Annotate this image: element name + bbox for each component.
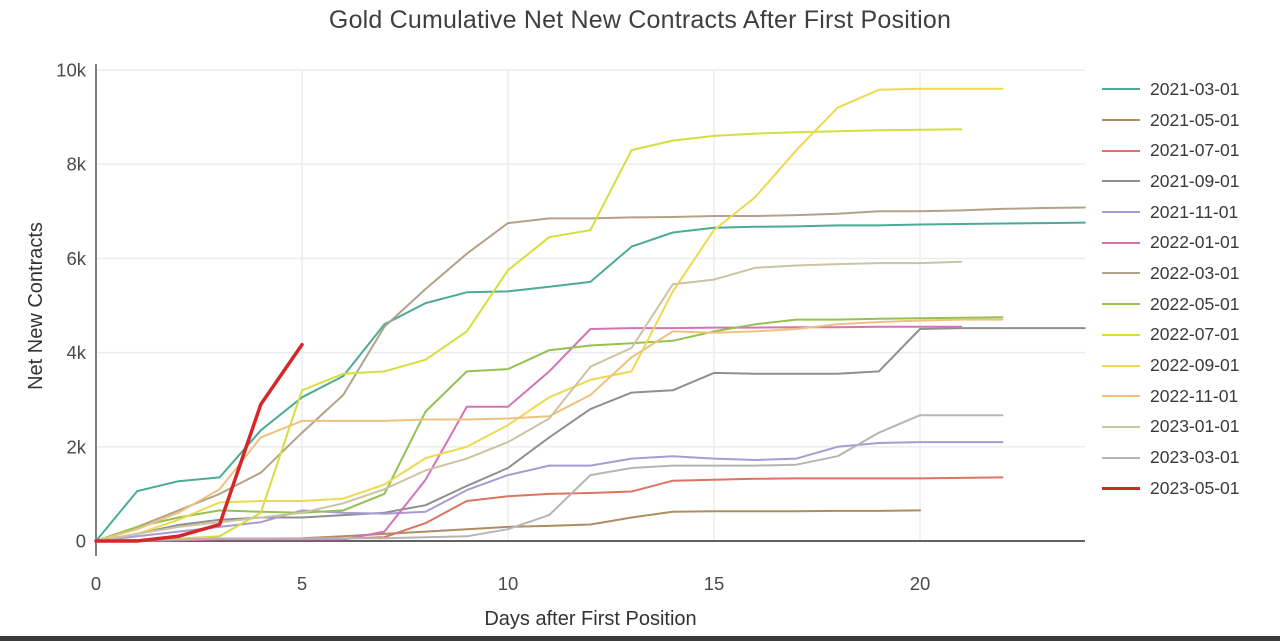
legend: 2021-03-01 2021-05-01 2021-07-01 2021-09-01… [1102,74,1240,504]
legend-label: 2022-07-01 [1150,324,1240,345]
series-line-2022-05-01 [95,316,1004,542]
legend-swatch-line [1102,456,1140,459]
series-line-2022-09-01 [95,87,1004,542]
y-tick-label: 0 [76,531,86,552]
series-line-2021-03-01 [95,221,1086,542]
legend-item-2023-05-01[interactable]: 2023-05-01 [1102,473,1240,504]
x-tick-label: 5 [297,573,307,594]
legend-item-2023-01-01[interactable]: 2023-01-01 [1102,412,1240,443]
legend-swatch-line [1102,364,1140,367]
legend-swatch-line [1102,272,1140,275]
legend-swatch-line [1102,88,1140,91]
legend-item-2021-05-01[interactable]: 2021-05-01 [1102,105,1240,136]
legend-label: 2021-05-01 [1150,109,1240,130]
legend-swatch-line [1102,149,1140,152]
legend-label: 2021-03-01 [1150,78,1240,99]
legend-swatch-line [1102,180,1140,183]
legend-label: 2021-07-01 [1150,140,1240,161]
legend-swatch-line [1102,486,1140,490]
legend-item-2023-03-01[interactable]: 2023-03-01 [1102,442,1240,473]
legend-item-2021-11-01[interactable]: 2021-11-01 [1102,197,1240,228]
y-tick-label: 2k [66,436,86,457]
y-tick-label: 8k [66,154,86,175]
y-tick-label: 10k [56,60,87,81]
legend-swatch-line [1102,395,1140,398]
legend-item-2022-07-01[interactable]: 2022-07-01 [1102,320,1240,351]
legend-swatch-line [1102,333,1140,336]
legend-item-2022-09-01[interactable]: 2022-09-01 [1102,350,1240,381]
legend-label: 2023-05-01 [1150,477,1240,498]
legend-label: 2023-01-01 [1150,416,1240,437]
x-tick-label: 15 [704,573,725,594]
series-line-2023-03-01 [95,414,1004,542]
x-tick-label: 10 [498,573,519,594]
legend-item-2021-03-01[interactable]: 2021-03-01 [1102,74,1240,105]
series-line-2023-01-01 [95,260,963,542]
legend-label: 2023-03-01 [1150,447,1240,468]
series-line-2021-11-01 [95,441,1004,542]
series-line-2022-03-01 [95,206,1086,542]
chart-title: Gold Cumulative Net New Contracts After … [328,6,952,34]
legend-swatch-line [1102,241,1140,244]
y-tick-label: 6k [66,248,86,269]
legend-item-2022-05-01[interactable]: 2022-05-01 [1102,289,1240,320]
legend-swatch-line [1102,119,1140,122]
legend-item-2022-03-01[interactable]: 2022-03-01 [1102,258,1240,289]
legend-item-2021-09-01[interactable]: 2021-09-01 [1102,166,1240,197]
x-tick-label: 0 [91,573,101,594]
y-axis-label: Net New Contracts [25,222,47,390]
legend-label: 2022-03-01 [1150,262,1240,283]
legend-item-2021-07-01[interactable]: 2021-07-01 [1102,135,1240,166]
legend-label: 2022-11-01 [1150,385,1239,406]
x-tick-label: 20 [910,573,931,594]
legend-item-2022-11-01[interactable]: 2022-11-01 [1102,381,1240,412]
legend-label: 2022-05-01 [1150,293,1240,314]
bottom-divider-bar [0,636,1280,641]
legend-swatch-line [1102,303,1140,306]
x-axis-label: Days after First Position [484,608,697,630]
y-tick-label: 4k [66,342,86,363]
legend-label: 2021-11-01 [1150,201,1239,222]
legend-swatch-line [1102,425,1140,428]
series-line-2023-05-01 [94,342,304,543]
series-line-2022-11-01 [95,318,1004,542]
legend-swatch-line [1102,211,1140,214]
legend-label: 2021-09-01 [1150,170,1240,191]
legend-label: 2022-09-01 [1150,355,1240,376]
series-line-2022-07-01 [95,128,963,542]
legend-label: 2022-01-01 [1150,232,1240,253]
legend-item-2022-01-01[interactable]: 2022-01-01 [1102,227,1240,258]
series-line-2021-09-01 [95,327,1086,542]
